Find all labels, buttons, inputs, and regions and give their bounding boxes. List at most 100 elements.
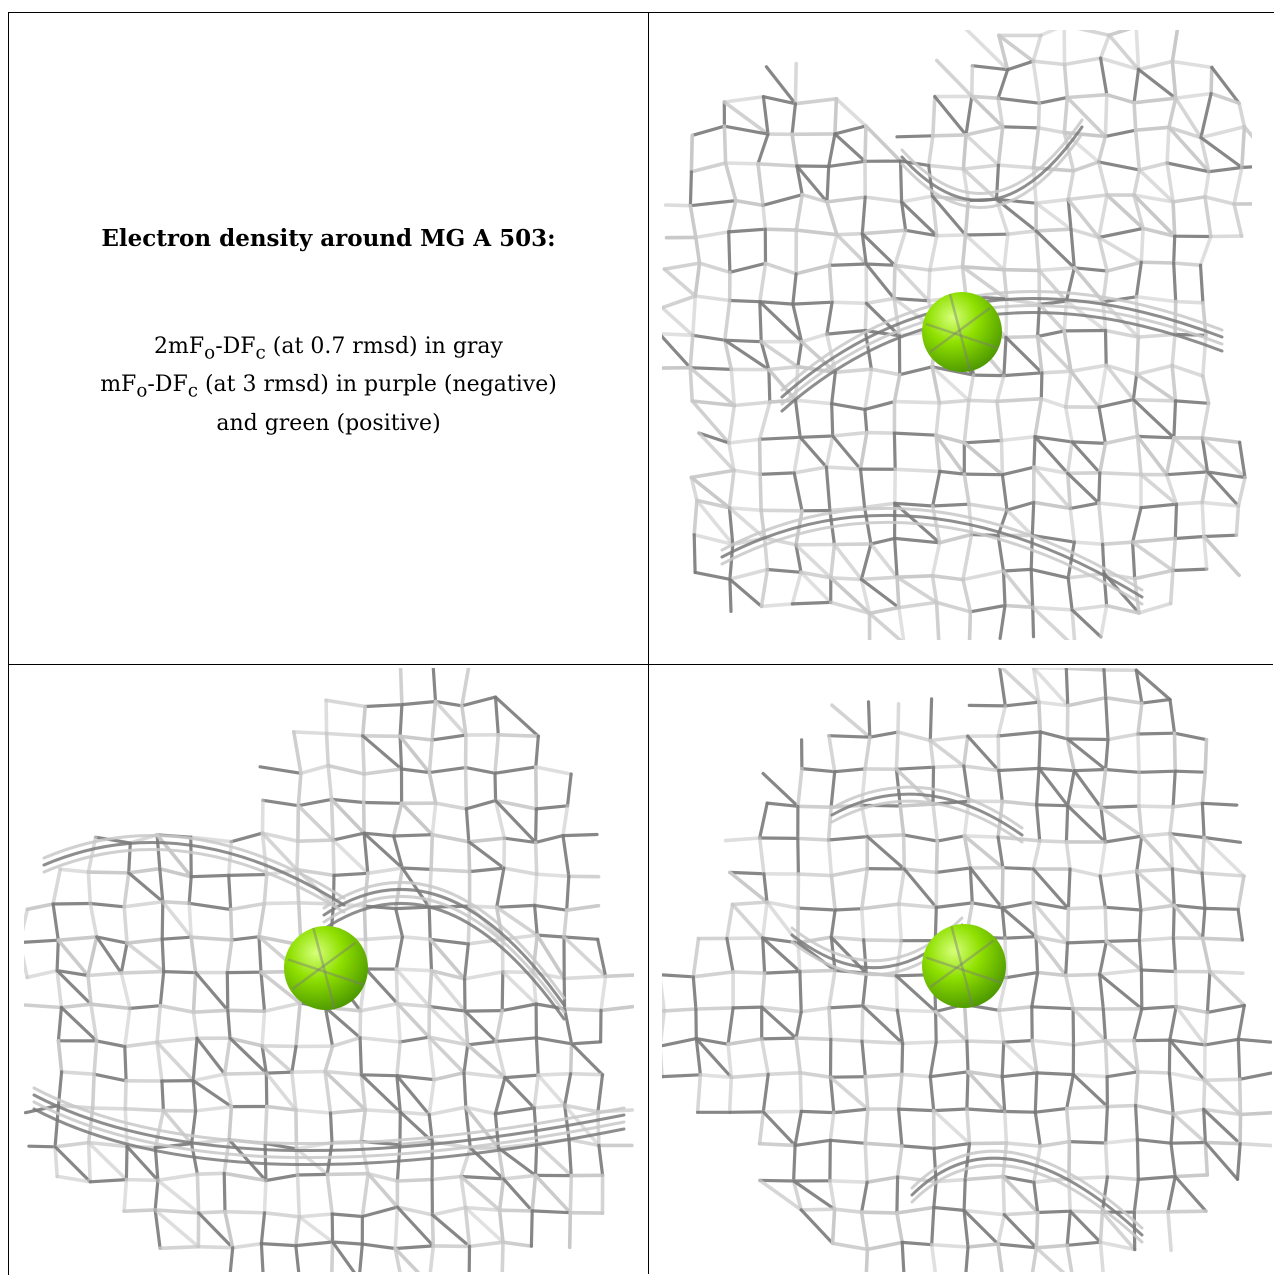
mesh-segment xyxy=(858,430,869,471)
mesh-segment xyxy=(1132,96,1178,105)
mesh-segment xyxy=(1103,1038,1109,1079)
mesh-segment xyxy=(123,1040,159,1049)
mesh-segment xyxy=(759,340,771,372)
mesh-segment xyxy=(760,1036,798,1041)
mesh-segment xyxy=(863,1107,870,1146)
mesh-segment xyxy=(932,1205,966,1213)
caption-line-2-c: (at 3 rmsd) in purple (negative) xyxy=(197,372,557,398)
mesh-segment xyxy=(123,1106,166,1113)
mesh-segment xyxy=(692,532,735,547)
mesh-segment xyxy=(767,364,800,372)
mesh-segment xyxy=(1130,540,1175,573)
mesh-segment xyxy=(86,971,124,978)
mesh-segment xyxy=(1137,804,1144,838)
mesh-segment xyxy=(264,1071,298,1112)
mesh-segment xyxy=(1064,668,1106,672)
mesh-strand xyxy=(910,1149,1144,1230)
mesh-segment xyxy=(996,533,1006,573)
mesh-segment xyxy=(1200,436,1210,474)
mesh-segment xyxy=(1068,867,1103,878)
mesh-segment xyxy=(930,365,975,377)
mesh-segment xyxy=(793,61,798,106)
mesh-segment xyxy=(999,434,1037,443)
mesh-segment xyxy=(965,1107,1007,1114)
mesh-segment xyxy=(825,164,831,204)
mesh-segment xyxy=(529,1209,534,1248)
mesh-segment xyxy=(934,600,941,640)
mesh-segment xyxy=(860,195,867,236)
mesh-segment xyxy=(1066,169,1076,202)
mesh-strand xyxy=(322,887,566,1007)
mesh-segment xyxy=(501,1177,534,1213)
mesh-segment xyxy=(897,902,939,910)
mesh-segment xyxy=(1034,1245,1066,1272)
mesh-segment xyxy=(865,833,906,839)
mesh-segment xyxy=(1097,470,1143,477)
mesh-segment xyxy=(463,1205,505,1245)
mesh-segment xyxy=(964,133,1001,167)
mesh-segment xyxy=(928,734,970,743)
mesh-segment xyxy=(1236,907,1245,942)
mesh-segment xyxy=(1131,372,1139,402)
mesh-segment xyxy=(395,1205,435,1217)
mesh-segment xyxy=(497,1208,505,1245)
mesh-segment xyxy=(791,300,834,306)
mesh-segment xyxy=(1099,767,1108,810)
mesh-segment xyxy=(1168,568,1175,606)
caption-panel: Electron density around MG A 503: 2mFo-D… xyxy=(9,13,648,664)
mesh-segment xyxy=(465,1043,507,1080)
mesh-segment xyxy=(1203,737,1209,774)
mesh-segment xyxy=(122,1177,129,1214)
mesh-segment xyxy=(1062,95,1070,135)
mesh-segment xyxy=(1133,125,1171,132)
mesh-segment xyxy=(762,969,802,975)
mesh-segment xyxy=(427,1004,470,1047)
mesh-segment xyxy=(290,1070,298,1112)
mesh-segment xyxy=(894,974,938,1014)
mesh-segment xyxy=(494,905,540,937)
mesh-segment xyxy=(1033,1110,1042,1148)
mesh-segment xyxy=(969,63,975,99)
mesh-segment xyxy=(996,1242,1038,1250)
mesh-segment xyxy=(1172,234,1177,265)
mesh-segment xyxy=(1097,398,1135,409)
mesh-segment xyxy=(533,765,539,811)
mesh-segment xyxy=(935,834,967,843)
mesh-segment xyxy=(1035,1071,1075,1077)
mesh-segment xyxy=(1065,1243,1074,1272)
mesh-segment xyxy=(727,437,762,445)
mesh-segment xyxy=(1003,1109,1037,1114)
mesh-segment xyxy=(127,871,165,904)
mesh-segment xyxy=(996,835,1005,870)
mesh-segment xyxy=(863,195,904,204)
mesh-segment xyxy=(227,1104,234,1142)
mesh-segment xyxy=(1070,608,1103,639)
mesh-segment xyxy=(765,567,803,574)
mesh-segment xyxy=(766,1070,803,1077)
mesh-segment xyxy=(798,1070,804,1114)
mesh-segment xyxy=(1104,603,1141,615)
mesh-segment xyxy=(866,700,872,739)
mesh-segment xyxy=(1172,903,1205,941)
mesh-segment xyxy=(967,703,1007,708)
mesh-segment xyxy=(967,502,1009,512)
mesh-segment xyxy=(360,704,368,738)
mesh-segment xyxy=(394,967,434,973)
mesh-segment xyxy=(1101,299,1141,339)
mesh-segment xyxy=(493,695,500,737)
mesh-segment xyxy=(833,97,839,136)
mesh-segment xyxy=(726,198,738,234)
mesh-segment xyxy=(970,64,1010,72)
mesh-segment xyxy=(759,1005,803,1014)
mesh-segment xyxy=(596,1073,605,1114)
mesh-segment xyxy=(793,398,834,406)
mesh-segment xyxy=(395,1177,434,1183)
mesh-segment xyxy=(1103,834,1144,844)
mesh-segment xyxy=(462,1043,470,1075)
mesh-segment xyxy=(662,332,695,338)
mesh-segment xyxy=(430,699,438,742)
mesh-segment xyxy=(761,1072,770,1114)
mesh-segment xyxy=(464,765,497,775)
mesh-segment xyxy=(86,1140,92,1184)
mesh-segment xyxy=(1064,840,1072,871)
